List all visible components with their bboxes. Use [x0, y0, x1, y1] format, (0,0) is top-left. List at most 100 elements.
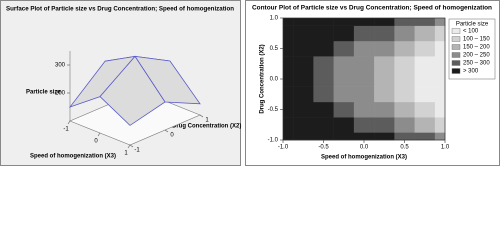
x-tick-label: -1	[63, 127, 69, 133]
contour-cell	[434, 25, 446, 42]
contour-cell	[414, 117, 436, 133]
contour-cell	[394, 117, 415, 133]
contour-cell	[353, 101, 375, 118]
legend-swatch	[451, 28, 461, 34]
contour-title: Contour Plot of Particle size vs Drug Co…	[252, 6, 492, 12]
contour-cell	[283, 101, 294, 118]
contour-cell	[414, 71, 436, 87]
contour-cell	[293, 71, 314, 87]
legend-label: 250 – 300	[463, 61, 490, 67]
x-tick	[97, 132, 101, 137]
x-tick-label: -1.0	[278, 145, 289, 151]
legend-label: > 300	[463, 69, 479, 75]
contour-cell	[434, 86, 446, 103]
x-tick-label: 0.5	[400, 145, 409, 151]
z-tick-label: 200	[55, 91, 66, 97]
contour-cell	[434, 18, 446, 26]
contour-cell	[333, 132, 355, 141]
y-tick	[164, 129, 169, 133]
y-tick	[199, 114, 204, 118]
x-tick-label: 0.0	[360, 145, 369, 151]
contour-cell	[283, 40, 294, 57]
contour-cell	[283, 71, 294, 87]
contour-cell	[293, 117, 314, 133]
contour-cell	[313, 25, 334, 42]
contour-cell	[293, 132, 314, 141]
contour-cell	[414, 132, 436, 141]
y-axis-label: Drug Concentration (X2)	[172, 124, 241, 130]
y-tick-label: 0	[170, 133, 174, 139]
legend-swatch	[451, 60, 461, 66]
contour-cell	[414, 56, 436, 72]
contour-cell	[313, 18, 334, 26]
legend-swatch	[451, 52, 461, 58]
legend-label: < 100	[463, 29, 479, 35]
y-tick-label: 1.0	[270, 16, 279, 22]
contour-cell	[283, 86, 294, 103]
x-tick	[127, 144, 131, 149]
contour-cell	[434, 132, 446, 141]
contour-cell	[374, 56, 395, 72]
contour-cell	[374, 132, 395, 141]
legend-swatch	[451, 68, 461, 74]
contour-cell	[394, 56, 415, 72]
contour-cell	[434, 40, 446, 57]
contour-cell	[394, 40, 415, 57]
contour-cell	[293, 25, 314, 42]
y-tick-label: -1	[134, 148, 140, 154]
legend-label: 100 – 150	[463, 37, 490, 43]
contour-cell	[353, 56, 375, 72]
y-tick-label: -1.0	[268, 138, 279, 144]
contour-cell	[353, 132, 375, 141]
contour-cell	[313, 71, 334, 87]
contour-cell	[313, 86, 334, 103]
x-axis-label: Speed of homogenization (X3)	[30, 154, 116, 160]
contour-cell	[353, 71, 375, 87]
z-tick-label: 300	[55, 63, 66, 69]
contour-cell	[353, 86, 375, 103]
legend-swatch	[451, 36, 461, 42]
contour-cell	[374, 117, 395, 133]
contour-cell	[414, 25, 436, 42]
legend-title: Particle size	[456, 22, 489, 28]
surface-title: Surface Plot of Particle size vs Drug Co…	[6, 7, 234, 13]
contour-cell	[434, 117, 446, 133]
contour-cell	[333, 25, 355, 42]
contour-cell	[293, 18, 314, 26]
surface-patch	[99, 55, 166, 126]
contour-cell	[374, 86, 395, 103]
contour-cell	[414, 18, 436, 26]
contour-cell	[333, 40, 355, 57]
contour-cell	[394, 18, 415, 26]
contour-cell	[434, 71, 446, 87]
contour-cell	[414, 40, 436, 57]
contour-cell	[283, 25, 294, 42]
contour-cell	[333, 56, 355, 72]
contour-cell	[333, 117, 355, 133]
y-tick-label: 0.5	[270, 46, 279, 52]
x-tick-label: 1.0	[441, 145, 450, 151]
contour-cell	[313, 40, 334, 57]
contour-cell	[283, 56, 294, 72]
contour-cell	[394, 132, 415, 141]
y-tick-label: -0.5	[268, 107, 279, 113]
contour-cell	[313, 132, 334, 141]
contour-cell	[293, 56, 314, 72]
y-axis-label: Drug Concentration (X2)	[260, 44, 266, 113]
contour-cell	[353, 25, 375, 42]
contour-cell	[374, 40, 395, 57]
contour-cell	[394, 101, 415, 118]
contour-cell	[283, 117, 294, 133]
contour-cell	[353, 117, 375, 133]
legend-swatch	[451, 44, 461, 50]
x-tick-label: 1	[124, 151, 128, 157]
contour-cell	[434, 101, 446, 118]
contour-cell	[313, 56, 334, 72]
x-tick-label: -0.5	[318, 145, 329, 151]
figure: Surface Plot of Particle size vs Drug Co…	[0, 0, 500, 166]
contour-cell	[374, 18, 395, 26]
contour-cell	[374, 71, 395, 87]
x-axis-label: Speed of homogenization (X3)	[321, 155, 407, 161]
contour-cell	[283, 18, 294, 26]
contour-cell	[313, 101, 334, 118]
